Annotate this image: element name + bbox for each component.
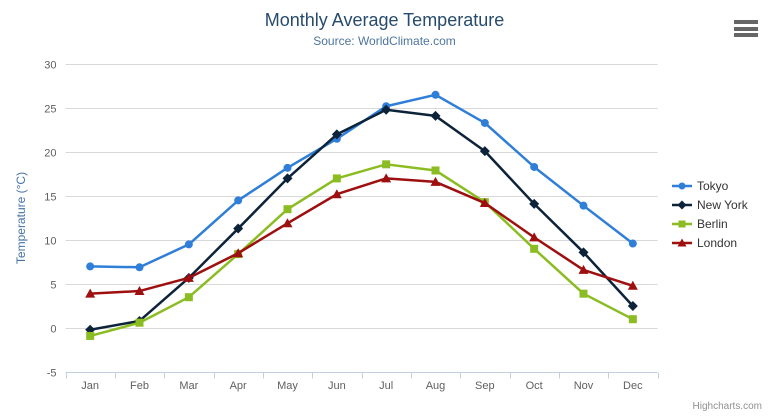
series-new-york[interactable]	[85, 104, 638, 335]
x-tick-label: May	[277, 380, 298, 392]
data-point-marker	[529, 198, 540, 209]
data-point-marker	[628, 239, 637, 248]
data-point-marker	[184, 240, 193, 249]
legend-label: New York	[697, 197, 748, 212]
y-tick-label: 0	[50, 324, 56, 336]
data-point-marker	[628, 315, 637, 324]
chart-subtitle: Source: WorldClimate.com	[313, 34, 456, 48]
data-point-marker	[530, 244, 539, 253]
legend-label: Berlin	[697, 216, 728, 231]
data-point-marker	[85, 288, 96, 298]
data-point-marker	[282, 218, 293, 228]
y-tick-label: 30	[44, 60, 56, 72]
legend-item-berlin[interactable]: Berlin	[671, 214, 748, 233]
hamburger-icon	[734, 20, 758, 24]
x-tick-label: Feb	[130, 380, 149, 392]
context-menu-button[interactable]	[734, 20, 758, 37]
diamond-series-symbol	[672, 200, 692, 209]
x-tick-label: Mar	[179, 380, 198, 392]
data-point-marker	[233, 223, 244, 234]
data-point-marker	[86, 262, 95, 271]
data-point-marker	[627, 301, 638, 311]
series-line	[88, 177, 635, 295]
data-point-marker	[282, 173, 293, 184]
x-tick-label: Jul	[379, 380, 393, 392]
legend: Tokyo New York Berlin London	[671, 176, 748, 252]
data-point-marker	[331, 189, 342, 199]
data-point-marker	[677, 238, 687, 246]
data-point-marker	[283, 163, 292, 172]
square-series-symbol	[672, 220, 692, 227]
circle-series-symbol	[672, 182, 692, 189]
data-point-marker	[530, 162, 539, 171]
data-point-marker	[331, 129, 342, 140]
x-tick-label: Aug	[426, 380, 446, 392]
x-tick-label: Sep	[475, 380, 495, 392]
hamburger-icon	[734, 26, 758, 31]
y-tick-label: -5	[47, 368, 57, 380]
data-point-marker	[283, 205, 292, 214]
x-tick-label: Jun	[328, 380, 346, 392]
legend-label: London	[697, 235, 738, 250]
data-point-marker	[86, 331, 95, 340]
y-axis-title: Temperature (°C)	[14, 172, 28, 264]
data-point-marker	[430, 110, 441, 121]
data-point-marker	[579, 201, 588, 210]
data-point-marker	[479, 146, 490, 157]
data-point-marker	[430, 176, 441, 186]
data-point-marker	[480, 118, 489, 127]
triangle-series-symbol	[672, 238, 692, 246]
data-point-marker	[678, 220, 686, 227]
series-tokyo[interactable]	[86, 90, 637, 272]
data-point-marker	[135, 318, 144, 327]
legend-label: Tokyo	[697, 178, 729, 193]
data-point-marker	[382, 160, 391, 169]
data-point-marker	[578, 247, 589, 258]
data-point-marker	[134, 286, 145, 296]
y-tick-label: 10	[44, 236, 56, 248]
y-tick-label: 15	[44, 192, 56, 204]
x-tick-label: Dec	[623, 380, 643, 392]
series-london[interactable]	[85, 173, 638, 298]
data-point-marker	[234, 196, 243, 205]
data-point-marker	[578, 264, 589, 274]
data-point-marker	[233, 248, 244, 258]
x-tick-label: Jan	[81, 380, 99, 392]
data-point-marker	[479, 198, 490, 208]
data-point-marker	[381, 104, 392, 115]
series-line	[88, 163, 635, 338]
x-tick-label: Nov	[574, 380, 594, 392]
series-line	[88, 93, 635, 269]
data-point-marker	[381, 173, 392, 183]
data-point-marker	[183, 272, 194, 282]
y-tick-label: 5	[50, 280, 56, 292]
data-point-marker	[135, 263, 144, 272]
x-axis: Jan Feb Mar Apr May Jun Jul Aug Sep Oct Nov Dec	[65, 372, 659, 392]
y-tick-label: 25	[44, 104, 56, 116]
y-axis-labels: 30 25 20 15 10 5 0 -5	[44, 60, 56, 380]
data-point-marker	[627, 280, 638, 290]
y-gridlines	[65, 64, 658, 373]
x-tick-label: Oct	[526, 380, 543, 392]
data-point-marker	[431, 166, 440, 175]
data-point-marker	[678, 182, 686, 189]
data-point-marker	[529, 232, 540, 242]
data-point-marker	[579, 289, 588, 298]
data-point-marker	[431, 90, 440, 99]
data-point-marker	[332, 174, 341, 183]
x-tick-label: Apr	[230, 380, 247, 392]
hamburger-icon	[734, 33, 758, 37]
legend-item-london[interactable]: London	[671, 233, 748, 252]
credits-link[interactable]: Highcharts.com	[692, 401, 762, 412]
legend-item-new-york[interactable]: New York	[671, 195, 748, 214]
series-line	[88, 108, 635, 332]
data-point-marker	[184, 293, 193, 302]
legend-item-tokyo[interactable]: Tokyo	[671, 176, 748, 195]
chart-title: Monthly Average Temperature	[264, 10, 505, 30]
data-point-marker	[677, 200, 687, 209]
y-tick-label: 20	[44, 148, 56, 160]
